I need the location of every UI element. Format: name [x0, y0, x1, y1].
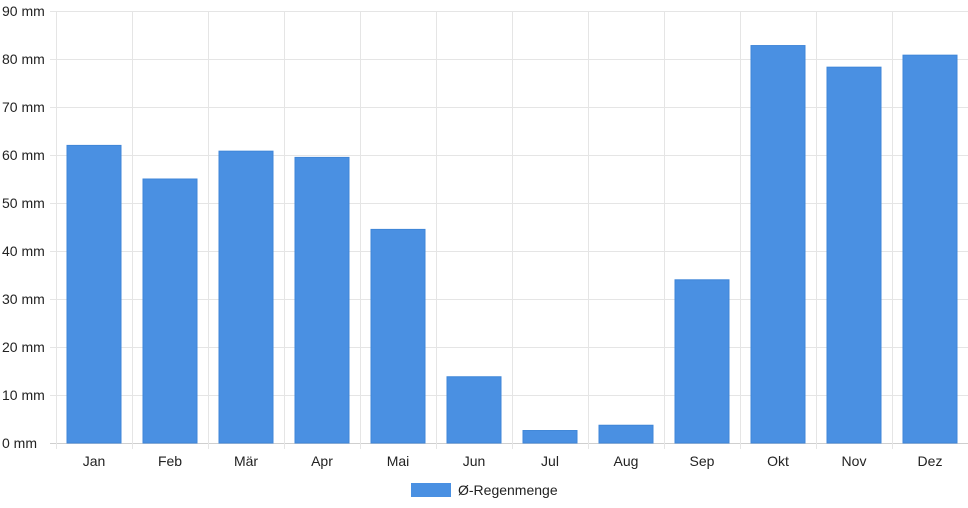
x-tick-label: Jun [463, 453, 486, 469]
legend[interactable]: Ø-Regenmenge [411, 482, 558, 498]
y-tick-label: 50 mm [2, 195, 45, 211]
x-tick-label: Sep [690, 453, 715, 469]
y-tick-label: 10 mm [2, 387, 45, 403]
bar-mär[interactable] [218, 150, 274, 444]
bars [66, 45, 958, 444]
bar-sep[interactable] [674, 279, 730, 444]
bar-aug[interactable] [598, 424, 654, 444]
y-axis-ticks: 0 mm 10 mm 20 mm 30 mm 40 mm 50 mm 60 mm 70 mm 8… [2, 3, 45, 451]
bar-apr[interactable] [294, 156, 350, 444]
grid-layer [50, 11, 968, 449]
x-tick-label: Feb [158, 453, 182, 469]
bar-okt[interactable] [750, 45, 806, 444]
bar-nov[interactable] [826, 66, 882, 444]
bar-jun[interactable] [446, 376, 502, 444]
x-tick-label: Okt [767, 453, 789, 469]
bar-jul[interactable] [522, 430, 578, 444]
legend-swatch[interactable] [411, 483, 451, 497]
y-tick-label: 40 mm [2, 243, 45, 259]
y-tick-label: 20 mm [2, 339, 45, 355]
x-tick-label: Aug [614, 453, 639, 469]
x-tick-label: Mär [234, 453, 258, 469]
bar-jan[interactable] [66, 144, 122, 444]
y-tick-label: 80 mm [2, 51, 45, 67]
bar-feb[interactable] [142, 178, 198, 444]
y-tick-label: 90 mm [2, 3, 45, 19]
y-tick-label: 30 mm [2, 291, 45, 307]
y-tick-label: 60 mm [2, 147, 45, 163]
bar-mai[interactable] [370, 228, 426, 444]
x-tick-label: Nov [842, 453, 867, 469]
legend-label[interactable]: Ø-Regenmenge [458, 482, 558, 498]
x-tick-label: Jul [541, 453, 559, 469]
x-tick-label: Dez [918, 453, 943, 469]
y-tick-label: 0 mm [2, 435, 37, 451]
x-tick-label: Mai [387, 453, 410, 469]
x-axis-ticks: Jan Feb Mär Apr Mai Jun Jul Aug Sep Okt Nov Dez [83, 453, 943, 469]
bar-dez[interactable] [902, 54, 958, 444]
x-tick-label: Apr [311, 453, 333, 469]
y-tick-label: 70 mm [2, 99, 45, 115]
x-tick-label: Jan [83, 453, 106, 469]
